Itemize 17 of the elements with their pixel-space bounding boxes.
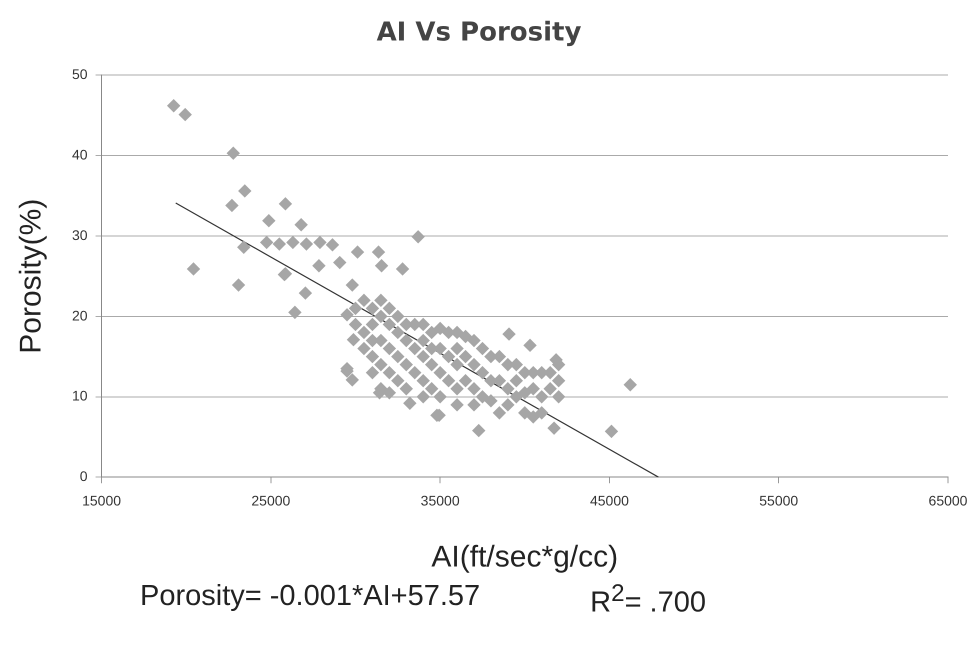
y-tick-label: 20 <box>72 307 88 324</box>
x-tick-label: 25000 <box>251 492 291 508</box>
x-tick-label: 45000 <box>590 492 630 508</box>
x-tick-label: 65000 <box>928 492 968 508</box>
text: Porosity= -0.001*AI+57.57 <box>140 580 480 614</box>
text: R$^{2}$= .700 <box>590 580 706 620</box>
y-tick-label: 40 <box>72 146 88 162</box>
x-tick-label: 55000 <box>759 492 798 508</box>
y-tick-label: 0 <box>80 468 88 484</box>
y-tick-label: 30 <box>72 226 88 243</box>
y-tick-label: 10 <box>72 388 88 404</box>
chart-title: AI Vs Porosity <box>376 17 582 48</box>
y-tick-label: 50 <box>72 66 88 82</box>
x-tick-label: 15000 <box>82 492 122 508</box>
y-axis-title: Porosity(%) <box>14 198 48 354</box>
x-tick-label: 35000 <box>420 492 460 508</box>
x-axis-title: AI(ft/sec*g/cc) <box>431 540 618 574</box>
